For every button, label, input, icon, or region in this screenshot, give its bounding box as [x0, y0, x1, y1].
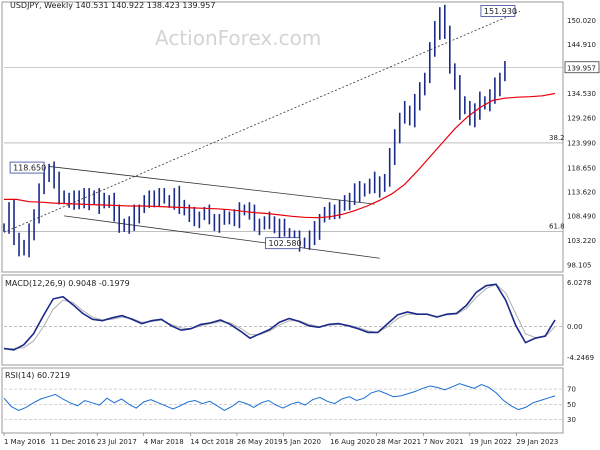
annotation-label: 102.580 [269, 239, 302, 248]
macd-panel-frame [1, 274, 564, 366]
macd-axis-tick: -4.2469 [567, 354, 594, 362]
moving-average-line [4, 92, 556, 219]
rsi-axis-tick: 70 [567, 386, 576, 394]
watermark: ActionForex.com [155, 26, 322, 50]
x-axis-tick: 11 Dec 2016 [51, 438, 96, 446]
price-axis-tick: 129.260 [567, 115, 596, 123]
x-axis-tick: 29 Jan 2023 [516, 438, 558, 446]
price-panel: 151.930 118.650 102.580 38.2 61.8 150.020 144.… [3, 4, 600, 269]
macd-axis-tick: 0.00 [567, 323, 583, 331]
price-axis-tick: 98.105 [567, 261, 592, 269]
trendline-1 [49, 166, 375, 205]
rsi-panel: RSI(14) 60.7219 70 50 30 [3, 371, 576, 424]
price-axis-tick: 108.490 [567, 212, 596, 220]
x-axis: 1 May 2016 11 Dec 2016 23 Jul 2017 4 Mar 20… [3, 433, 558, 446]
rsi-axis-tick: 50 [567, 401, 576, 409]
rsi-line [3, 383, 556, 411]
price-axis-tick: 134.530 [567, 90, 596, 98]
fib-label: 61.8 [549, 222, 565, 230]
trendline-2 [64, 215, 380, 259]
annotation-label: 118.650 [13, 164, 46, 173]
price-axis-tick: 113.620 [567, 188, 596, 196]
trendline-0 [3, 11, 521, 233]
x-axis-tick: 1 May 2016 [4, 438, 46, 446]
price-axis-tick: 123.990 [567, 139, 596, 147]
price-axis-tick: 103.220 [567, 237, 596, 245]
x-axis-tick: 5 Jan 2020 [284, 438, 322, 446]
rsi-panel-frame [1, 367, 564, 434]
x-axis-tick: 16 Aug 2020 [330, 438, 375, 446]
x-axis-tick: 14 Oct 2018 [190, 438, 233, 446]
annotation-box [265, 237, 300, 250]
x-axis-tick: 4 Mar 2018 [144, 438, 184, 446]
macd-panel: MACD(12,26,9) 0.9048 -0.1979 6.0278 0.00 -4… [3, 279, 594, 362]
fib-label: 38.2 [549, 134, 565, 142]
macd-title: MACD(12,26,9) 0.9048 -0.1979 [5, 279, 130, 288]
rsi-axis-tick: 30 [567, 416, 576, 424]
macd-axis-tick: 6.0278 [567, 279, 592, 287]
annotation-box [480, 5, 516, 17]
x-axis-tick: 28 Mar 2021 [377, 438, 421, 446]
macd-signal-line [3, 283, 556, 350]
rsi-title: RSI(14) 60.7219 [5, 371, 70, 380]
price-axis-tick: 144.910 [567, 41, 596, 49]
annotation-box [9, 161, 45, 174]
x-axis-tick: 23 Jul 2017 [97, 438, 137, 446]
last-price-label: 139.957 [567, 64, 596, 72]
last-price-box [564, 61, 600, 74]
x-axis-tick: 7 Nov 2021 [423, 438, 463, 446]
macd-line [3, 283, 556, 351]
price-panel-frame [1, 1, 564, 273]
price-axis-tick: 118.650 [567, 165, 596, 173]
x-axis-tick: 26 May 2019 [237, 438, 283, 446]
price-axis-tick: 150.020 [567, 17, 596, 25]
annotation-label: 151.930 [484, 7, 517, 16]
x-axis-tick: 19 Jun 2022 [470, 438, 512, 446]
chart-header: USDJPY, Weekly 140.531 140.922 138.423 1… [10, 1, 216, 10]
